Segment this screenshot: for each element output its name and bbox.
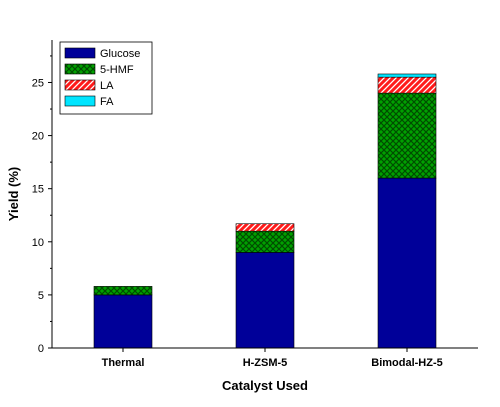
- legend-swatch-la: [64, 79, 96, 91]
- y-tick-label: 25: [32, 77, 44, 89]
- legend-swatch-fa: [64, 95, 96, 107]
- bar-5-hmf-bimodal-hz-5: [377, 92, 437, 179]
- bar-5-hmf-h-zsm-5: [235, 230, 295, 253]
- legend-label-la: LA: [100, 80, 114, 92]
- y-tick-label: 15: [32, 184, 44, 196]
- x-tick-label: Thermal: [102, 357, 145, 369]
- bar-fa-bimodal-hz-5: [377, 73, 437, 78]
- y-tick-label: 0: [38, 343, 44, 355]
- y-tick-label: 10: [32, 237, 44, 249]
- x-axis-title: Catalyst Used: [222, 378, 308, 393]
- y-axis-title: Yield (%): [6, 167, 21, 221]
- bar-la-h-zsm-5: [235, 223, 295, 232]
- legend-swatch-glucose: [64, 47, 96, 59]
- y-tick-label: 5: [38, 290, 44, 302]
- x-tick-label: Bimodal-HZ-5: [371, 357, 443, 369]
- bar-glucose-bimodal-hz-5: [377, 177, 437, 349]
- legend: Glucose 5-HMF LA FA: [59, 41, 153, 115]
- y-tick-label: 20: [32, 131, 44, 143]
- x-tick-label: H-ZSM-5: [243, 357, 288, 369]
- y-ticks-group: 0 5 10 15 20 25: [32, 55, 52, 355]
- legend-swatch-5-hmf: [64, 63, 96, 75]
- bar-glucose-thermal: [93, 294, 153, 349]
- legend-label-5-hmf: 5-HMF: [100, 64, 134, 76]
- legend-label-glucose: Glucose: [100, 48, 140, 60]
- legend-label-fa: FA: [100, 96, 114, 108]
- bar-la-bimodal-hz-5: [377, 76, 437, 94]
- bar-glucose-h-zsm-5: [235, 252, 295, 349]
- x-ticks-group: Thermal H-ZSM-5 Bimodal-HZ-5: [102, 348, 443, 369]
- bar-5-hmf-thermal: [93, 286, 153, 296]
- bars-group: [93, 73, 437, 349]
